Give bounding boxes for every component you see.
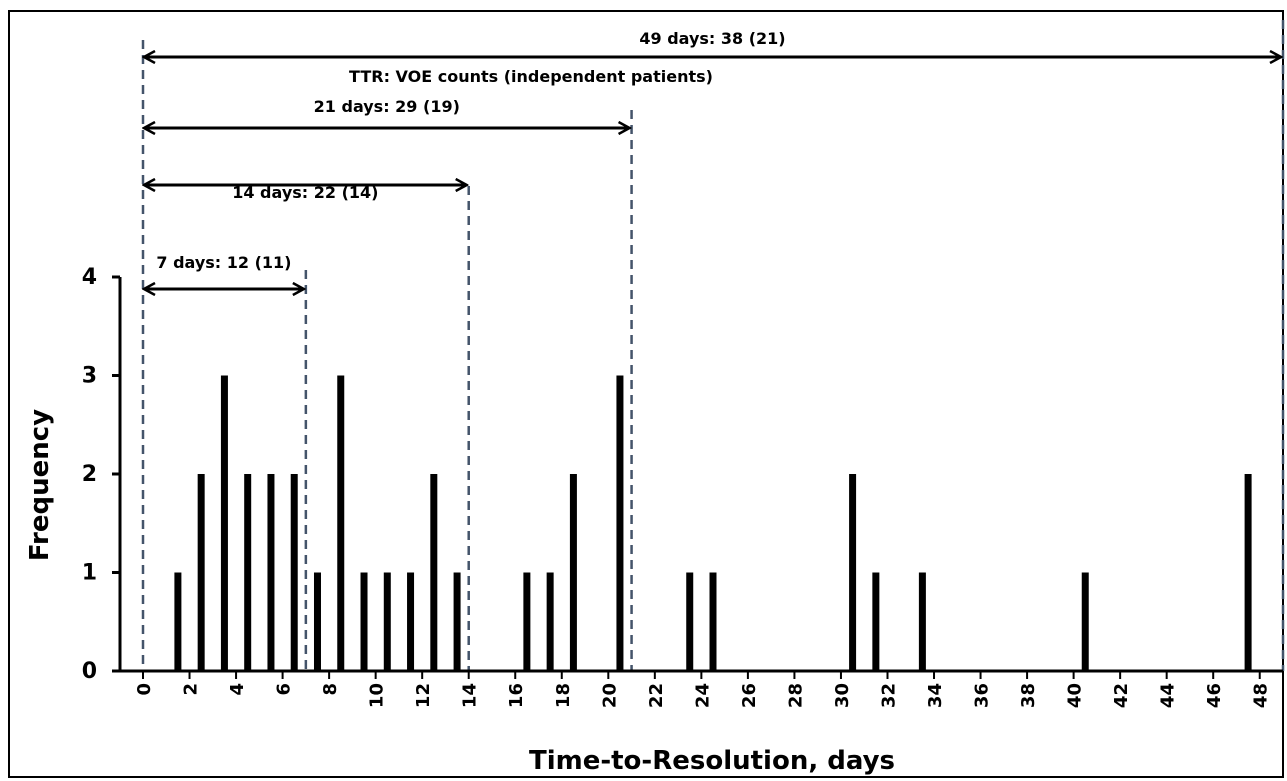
x-tick-label: 28 (785, 683, 806, 708)
bar (1244, 474, 1252, 671)
bar (197, 474, 205, 671)
y-tick-label: 4 (82, 265, 97, 290)
label-7-days: 7 days: 12 (11) (156, 253, 291, 272)
label-21-days: 21 days: 29 (19) (314, 97, 460, 116)
chart-frame (8, 10, 1284, 778)
bar (453, 572, 461, 671)
x-tick-label: 30 (832, 683, 853, 708)
x-tick-label: 38 (1018, 683, 1039, 708)
bar (267, 474, 275, 671)
y-tick-label: 2 (82, 462, 97, 487)
bar (290, 474, 298, 671)
cutoff-lines (141, 20, 1285, 671)
x-tick-label: 6 (274, 683, 295, 696)
y-tick-label: 1 (82, 561, 97, 586)
x-tick-label: 0 (134, 683, 155, 696)
bar (1081, 572, 1089, 671)
x-tick-label: 34 (925, 683, 946, 708)
bar (244, 474, 252, 671)
bar (430, 474, 438, 671)
bar (313, 572, 321, 671)
bar (872, 572, 880, 671)
x-tick-label: 16 (506, 683, 527, 708)
bar (546, 572, 554, 671)
x-tick-label: 14 (460, 683, 481, 708)
x-tick-label: 36 (972, 683, 993, 708)
bar (569, 474, 577, 671)
x-tick-label: 26 (739, 683, 760, 708)
x-tick-label: 10 (367, 683, 388, 708)
x-tick-label: 44 (1158, 683, 1179, 708)
x-tick-label: 48 (1251, 683, 1272, 708)
y-tick-label: 0 (82, 659, 97, 684)
label-14-days: 14 days: 22 (14) (232, 183, 378, 202)
x-tick-label: 4 (227, 683, 248, 696)
label-49-days: 49 days: 38 (21) (639, 29, 785, 48)
x-tick-label: 2 (181, 683, 202, 696)
bar (407, 572, 415, 671)
bar (849, 474, 857, 671)
ttr-note: TTR: VOE counts (independent patients) (349, 67, 713, 86)
x-tick-label: 8 (320, 683, 341, 696)
x-tick-label: 12 (413, 683, 434, 708)
x-tick-label: 42 (1111, 683, 1132, 708)
x-tick-label: 22 (646, 683, 667, 708)
bar (709, 572, 717, 671)
annotations: 7 days: 12 (11) 14 days: 22 (14) 21 days: … (145, 29, 1280, 289)
x-tick-label: 18 (553, 683, 574, 708)
bar (616, 375, 624, 671)
y-tick-label: 3 (82, 364, 97, 389)
x-axis-title: Time-to-Resolution, days (529, 746, 895, 776)
bar (174, 572, 182, 671)
bar (686, 572, 694, 671)
x-tick-label: 40 (1065, 683, 1086, 708)
x-tick-label: 32 (878, 683, 899, 708)
bars (174, 375, 1252, 671)
bar (918, 572, 926, 671)
x-tick-label: 24 (692, 683, 713, 708)
bar (383, 572, 391, 671)
y-axis-title: Frequency (25, 409, 55, 561)
bar (337, 375, 345, 671)
x-tick-label: 20 (599, 683, 620, 708)
bar (523, 572, 531, 671)
bar (220, 375, 228, 671)
x-tick-label: 46 (1204, 683, 1225, 708)
bar (360, 572, 368, 671)
